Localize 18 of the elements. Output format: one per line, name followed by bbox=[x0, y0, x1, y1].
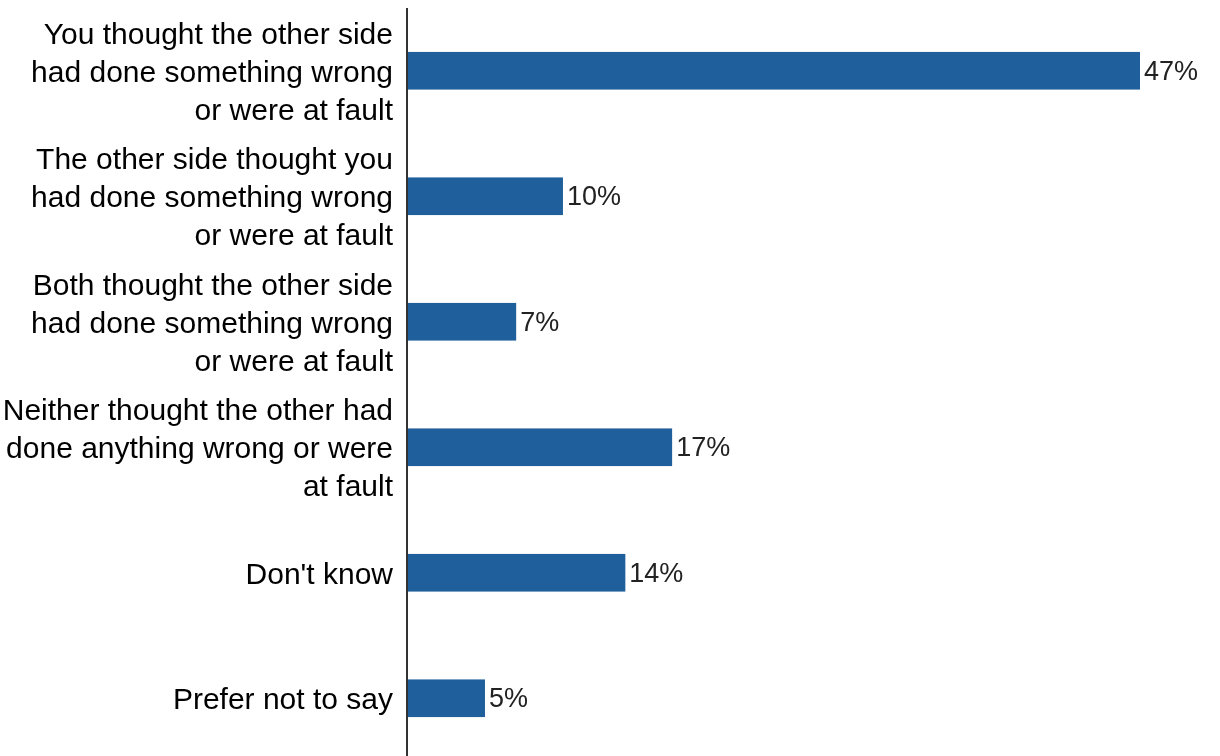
bar bbox=[407, 553, 626, 592]
y-tick-label: Prefer not to say bbox=[172, 681, 393, 715]
y-tick-label: You thought the other side had done something wrong or were at fault bbox=[31, 16, 394, 126]
y-tick-label: Both thought the other side had done something wrong or were at fault bbox=[31, 267, 394, 377]
y-tick-label: The other side thought you had done something wrong or were at fault bbox=[31, 141, 394, 251]
data-label: 7% bbox=[520, 306, 560, 337]
bar bbox=[407, 177, 563, 216]
data-label: 47% bbox=[1144, 55, 1199, 86]
y-tick-label: Don't know bbox=[245, 556, 394, 590]
data-label: 10% bbox=[566, 181, 621, 212]
bar bbox=[407, 679, 485, 718]
data-label: 14% bbox=[629, 557, 684, 588]
bar bbox=[407, 51, 1140, 90]
bar bbox=[407, 428, 673, 467]
data-label: 17% bbox=[676, 432, 731, 463]
y-tick-label: Neither thought the other had done anything wrong or were at fault bbox=[2, 392, 394, 502]
data-label: 5% bbox=[488, 683, 529, 714]
bar bbox=[407, 302, 517, 341]
